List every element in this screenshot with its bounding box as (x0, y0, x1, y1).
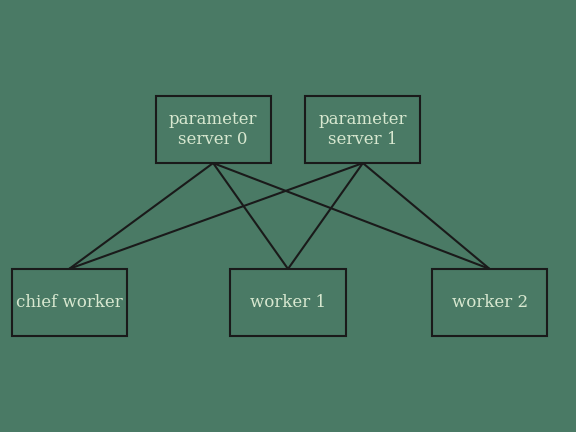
FancyBboxPatch shape (432, 269, 547, 336)
FancyBboxPatch shape (12, 269, 127, 336)
Text: parameter
server 1: parameter server 1 (319, 111, 407, 148)
Text: worker 2: worker 2 (452, 294, 528, 311)
Text: chief worker: chief worker (16, 294, 123, 311)
Text: worker 1: worker 1 (250, 294, 326, 311)
FancyBboxPatch shape (156, 96, 271, 163)
FancyBboxPatch shape (230, 269, 346, 336)
FancyBboxPatch shape (305, 96, 420, 163)
Text: parameter
server 0: parameter server 0 (169, 111, 257, 148)
